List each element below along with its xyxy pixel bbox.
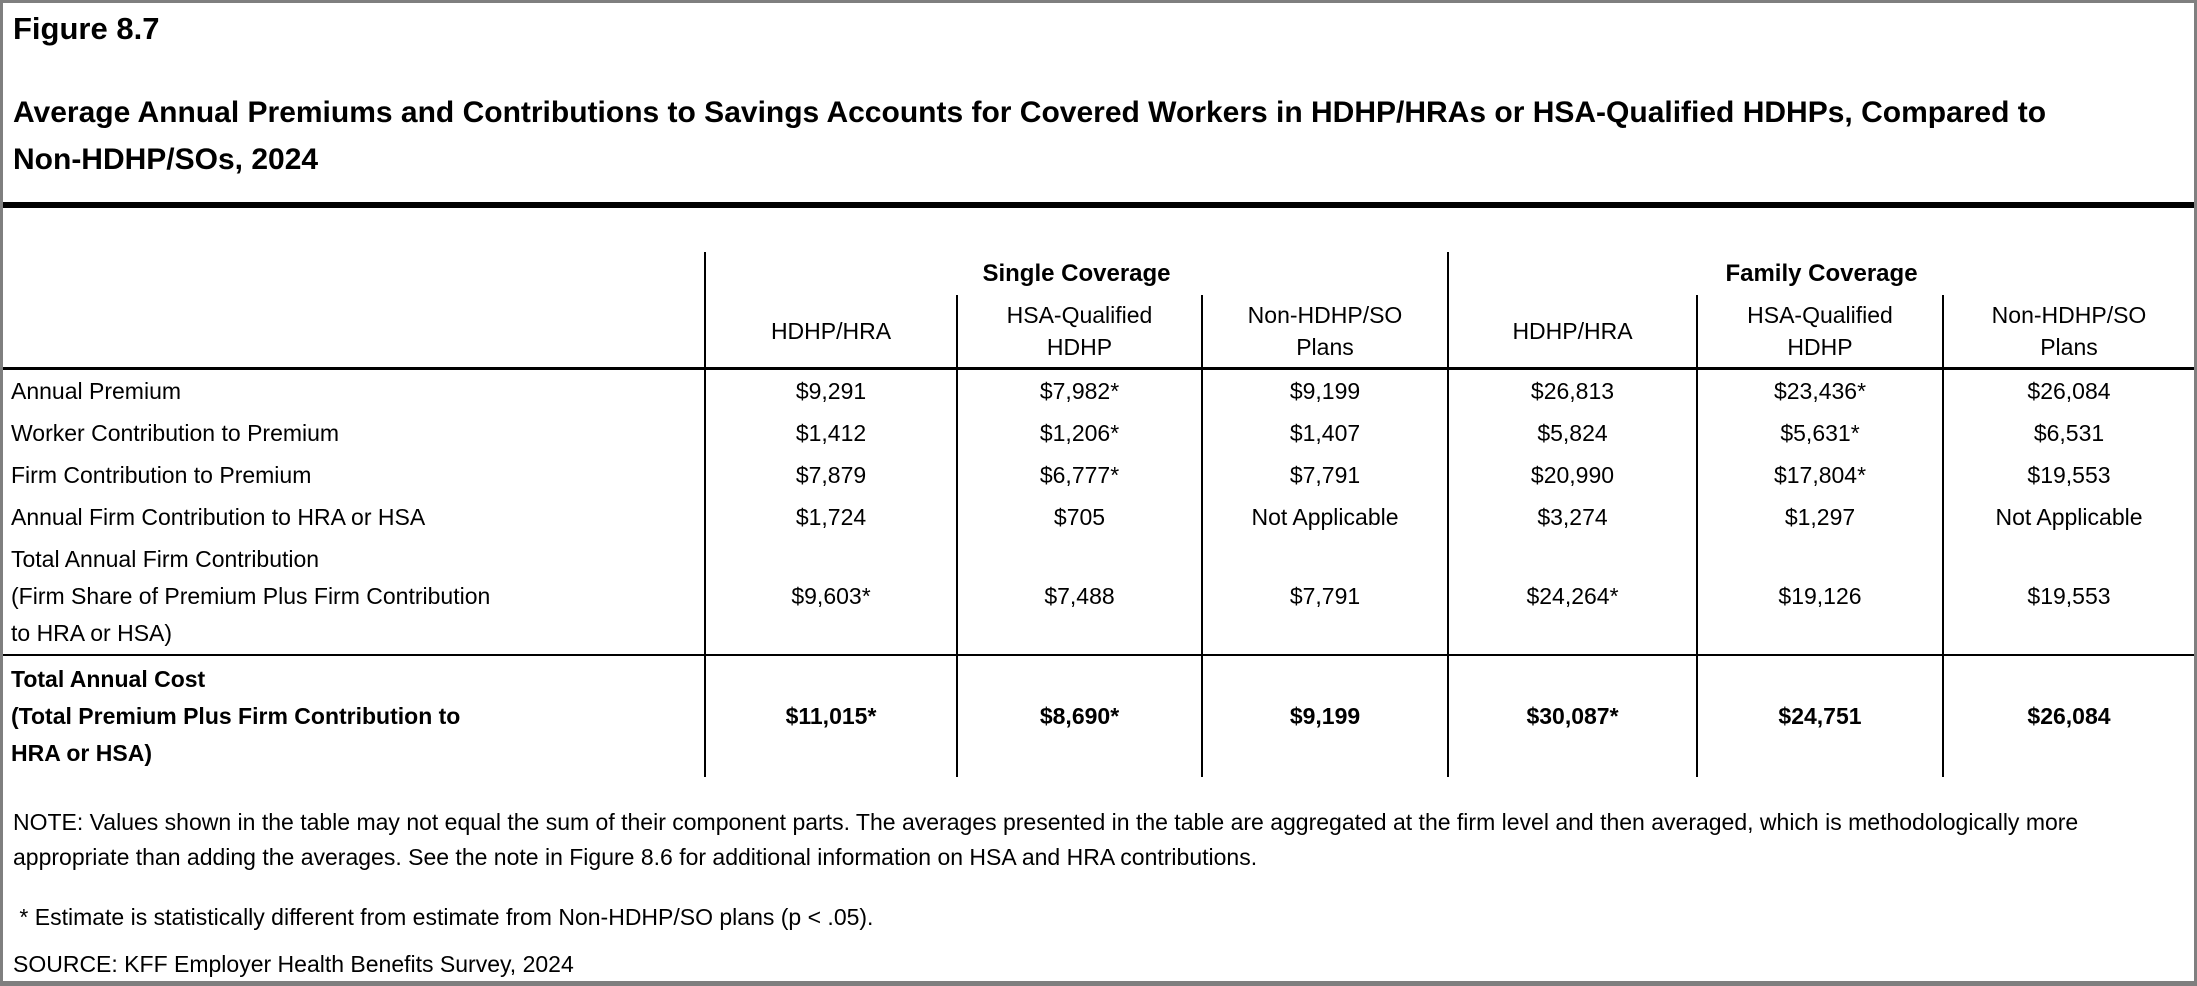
table-cell: $3,274 [1449, 496, 1698, 538]
figure-label: Figure 8.7 [13, 11, 160, 46]
row-label-annual-firm-contribution-hra-hsa: Annual Firm Contribution to HRA or HSA [3, 496, 706, 538]
column-header-single-non-hdhp: Non-HDHP/SO Plans [1203, 295, 1449, 370]
table-cell: $17,804* [1698, 454, 1944, 496]
column-header-single-hsa-qualified: HSA-Qualified HDHP [958, 295, 1203, 370]
row-label-total-annual-cost: Total Annual Cost (Total Premium Plus Fi… [3, 656, 706, 777]
table-cell: $11,015* [706, 656, 958, 777]
table-cell: $20,990 [1449, 454, 1698, 496]
table-cell: $1,724 [706, 496, 958, 538]
column-header-family-hsa-qualified: HSA-Qualified HDHP [1698, 295, 1944, 370]
table-cell: Not Applicable [1995, 503, 2143, 530]
table-cell: $1,407 [1203, 412, 1449, 454]
table-cell: $9,603* [706, 538, 958, 656]
table-cell: $7,791 [1203, 538, 1449, 656]
asterisk-footnote: * Estimate is statistically different fr… [13, 904, 874, 930]
table-cell: $7,488 [958, 538, 1203, 656]
table-cell: $5,824 [1449, 412, 1698, 454]
table-cell: $30,087* [1449, 656, 1698, 777]
table-cell: $1,412 [706, 412, 958, 454]
table-cell: $1,297 [1698, 496, 1944, 538]
table-cell: $7,879 [706, 454, 958, 496]
title-divider-rule [3, 202, 2194, 208]
row-label-annual-premium: Annual Premium [3, 370, 706, 412]
table-cell: $9,291 [706, 370, 958, 412]
table-cell: $19,553 [1944, 538, 2194, 656]
table-cell: $1,206* [958, 412, 1203, 454]
table-cell: $5,631* [1698, 412, 1944, 454]
table-cell: $9,199 [1203, 656, 1449, 777]
table-cell: $19,553 [2027, 461, 2111, 488]
header-spacer-cell [3, 252, 706, 295]
table-cell: $26,813 [1449, 370, 1698, 412]
column-header-spacer [3, 295, 706, 370]
table-cell: $7,982* [958, 370, 1203, 412]
row-label-total-annual-firm-contribution: Total Annual Firm Contribution (Firm Sha… [3, 538, 706, 656]
table-cell: $19,126 [1698, 538, 1944, 656]
table-cell: $26,084 [2027, 377, 2111, 404]
group-header-family-coverage: Family Coverage [1725, 259, 1918, 287]
table-cell: Not Applicable [1203, 496, 1449, 538]
column-header-family-non-hdhp: Non-HDHP/SO Plans [1944, 295, 2194, 370]
table-cell: $23,436* [1698, 370, 1944, 412]
note-text: NOTE: Values shown in the table may not … [13, 809, 2085, 870]
table-cell: $24,264* [1449, 538, 1698, 656]
table-cell: $705 [958, 496, 1203, 538]
row-label-firm-contribution: Firm Contribution to Premium [3, 454, 706, 496]
table-cell: $6,531 [2033, 419, 2105, 446]
figure-title: Average Annual Premiums and Contribution… [13, 96, 2047, 176]
premiums-table: Single Coverage Family Coverage HDHP/HRA… [3, 252, 2194, 777]
table-cell: $9,199 [1203, 370, 1449, 412]
table-cell: $6,777* [958, 454, 1203, 496]
table-cell: $26,084 [2027, 703, 2111, 729]
table-cell: $24,751 [1698, 656, 1944, 777]
table-cell: $7,791 [1203, 454, 1449, 496]
table-cell: $8,690* [958, 656, 1203, 777]
row-label-worker-contribution: Worker Contribution to Premium [3, 412, 706, 454]
source-line: SOURCE: KFF Employer Health Benefits Sur… [13, 951, 574, 977]
group-header-single-coverage: Single Coverage [706, 252, 1449, 295]
column-header-single-hdhp-hra: HDHP/HRA [706, 295, 958, 370]
column-header-family-hdhp-hra: HDHP/HRA [1449, 295, 1698, 370]
